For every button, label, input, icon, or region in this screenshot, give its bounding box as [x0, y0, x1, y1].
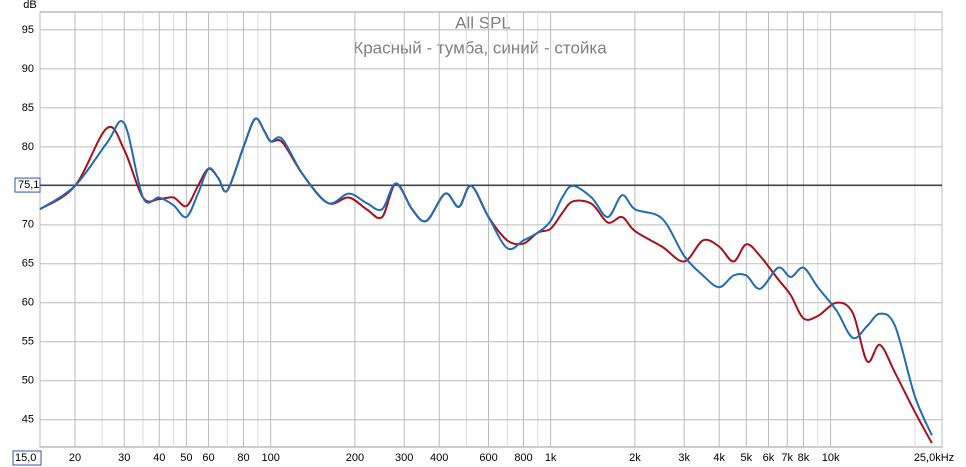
x-tick-label: 3k: [678, 452, 690, 464]
x-tick-label: 400: [430, 452, 448, 464]
x-tick-label: 4k: [713, 452, 725, 464]
x-tick-label: 7k: [781, 452, 793, 464]
x-tick-label: 200: [346, 452, 364, 464]
x-tick-label: 800: [514, 452, 532, 464]
x-tick-label: 100: [261, 452, 279, 464]
y-tick-label: 50: [22, 375, 34, 387]
reference-label: 75,1: [18, 179, 39, 191]
x-tick-label: 5k: [741, 452, 753, 464]
x-tick-label: 1k: [545, 452, 557, 464]
y-tick-label: 90: [22, 63, 34, 75]
x-tick-label: 600: [479, 452, 497, 464]
y-tick-label: 60: [22, 297, 34, 309]
y-tick-label: 95: [22, 24, 34, 36]
x-tick-label: 6k: [763, 452, 775, 464]
x-start-box: [12, 450, 42, 466]
y-tick-label: 70: [22, 219, 34, 231]
series-line: [39, 117, 933, 436]
x-tick-label: 60: [202, 452, 214, 464]
x-tick-label: 30: [118, 452, 130, 464]
x-tick-label: 10k: [822, 452, 840, 464]
x-tick-label: 25,0kHz: [914, 452, 954, 464]
x-tick-label: 15,0: [15, 452, 36, 464]
chart-subtitle: Красный - тумба, синий - стойка: [353, 38, 607, 57]
y-tick-label: 85: [22, 102, 34, 114]
x-tick-label: 2k: [629, 452, 641, 464]
x-tick-label: 80: [237, 452, 249, 464]
y-tick-label: 80: [22, 141, 34, 153]
y-tick-label: 45: [22, 414, 34, 426]
reference-box: [14, 177, 41, 193]
chart-title: All SPL: [455, 13, 511, 32]
x-tick-label: 50: [180, 452, 192, 464]
y-tick-label: 55: [22, 336, 34, 348]
plot-area: [39, 11, 943, 448]
x-tick-label: 300: [395, 452, 413, 464]
y-unit: dB: [23, 0, 36, 11]
y-tick-label: 65: [22, 258, 34, 270]
x-tick-label: 20: [69, 452, 81, 464]
x-tick-label: 8k: [798, 452, 810, 464]
x-tick-label: 40: [153, 452, 165, 464]
